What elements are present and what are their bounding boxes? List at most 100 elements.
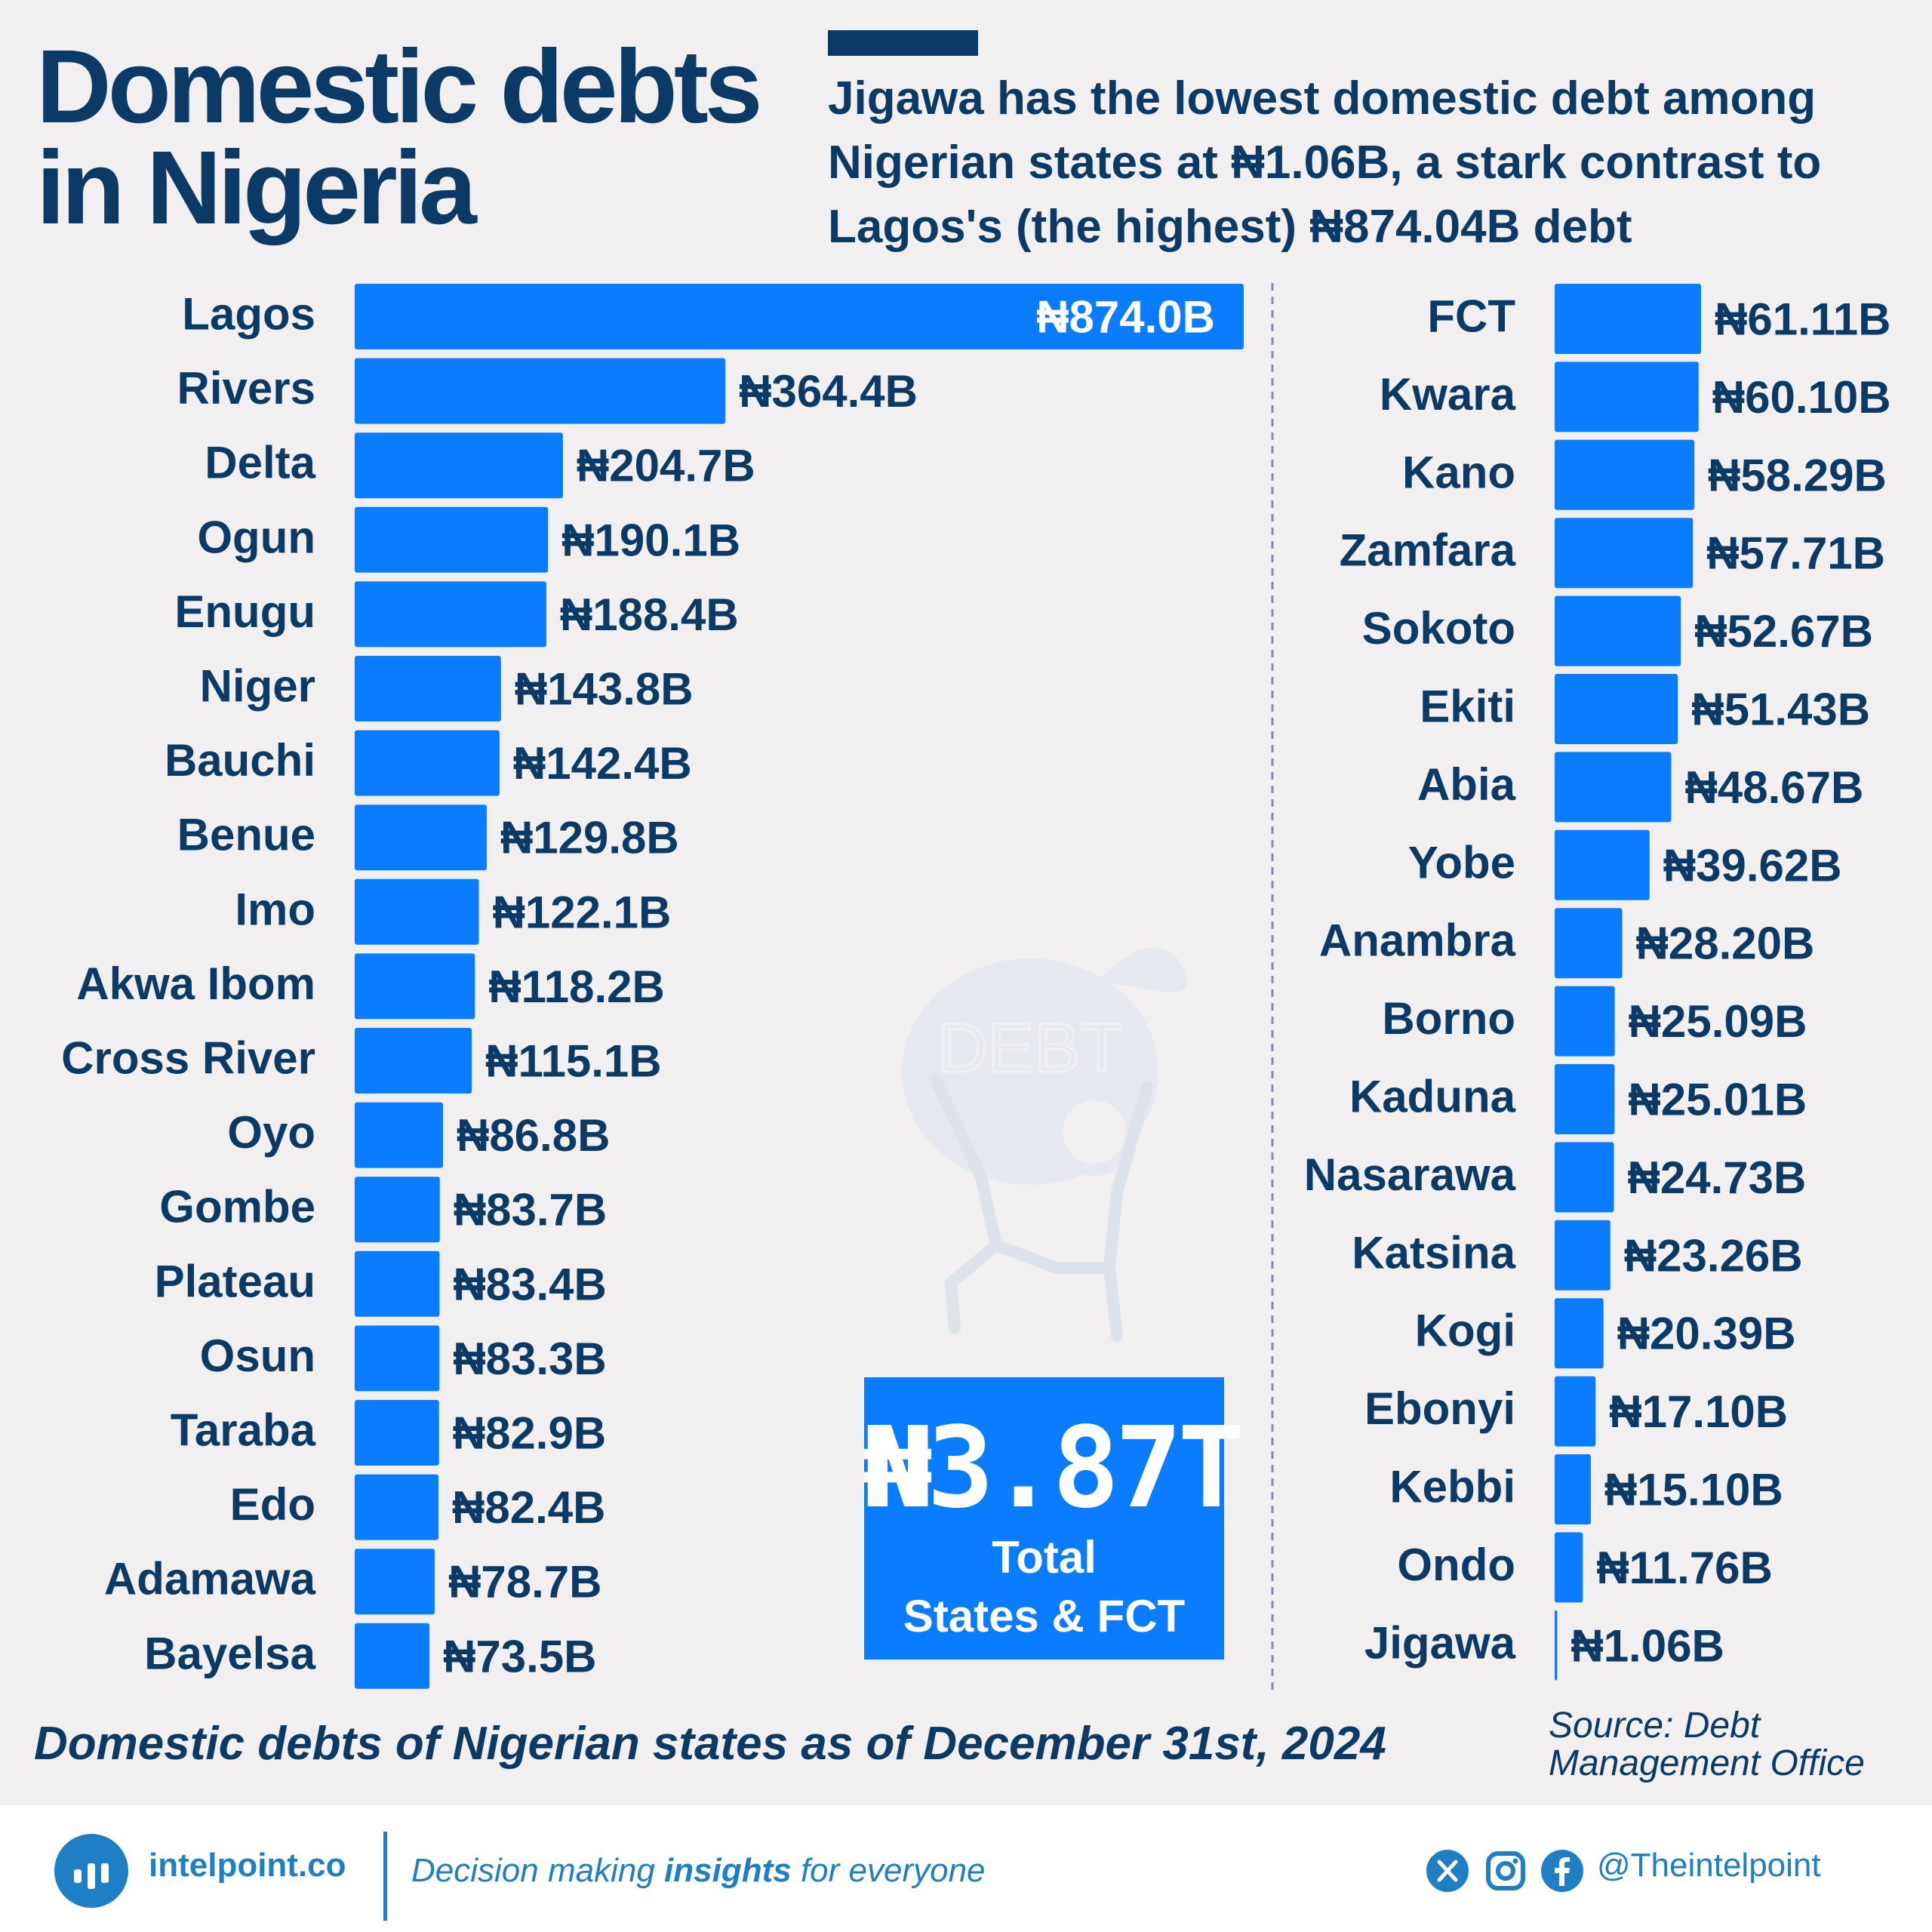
right-bar bbox=[1555, 595, 1681, 666]
left-bar bbox=[355, 1400, 439, 1466]
left-panel-bars: Lagos ₦874.0B Rivers ₦364.4B Delta ₦204.7B Ogu… bbox=[61, 284, 1244, 1689]
right-bar bbox=[1555, 1376, 1596, 1447]
instagram-icon[interactable] bbox=[1483, 1848, 1528, 1894]
left-value-label: ₦73.5B bbox=[443, 1631, 596, 1681]
right-value-label: ₦24.73B bbox=[1628, 1152, 1807, 1203]
left-bar bbox=[355, 730, 500, 796]
title-line-1: Domestic debts bbox=[36, 29, 763, 145]
right-bar bbox=[1555, 1064, 1615, 1134]
right-category-label: FCT bbox=[1427, 291, 1515, 342]
right-bar bbox=[1555, 1298, 1604, 1369]
footer: intelpoint.co Decision making insights f… bbox=[0, 1805, 1932, 1932]
right-bar bbox=[1555, 674, 1678, 744]
facebook-icon[interactable] bbox=[1540, 1848, 1585, 1894]
right-value-label: ₦25.09B bbox=[1629, 996, 1807, 1047]
total-label-line-2: States & FCT bbox=[903, 1591, 1186, 1641]
accent-bar bbox=[828, 30, 978, 56]
right-bar bbox=[1555, 1142, 1614, 1213]
left-value-label: ₦83.7B bbox=[454, 1185, 607, 1235]
right-value-label: ₦17.10B bbox=[1609, 1386, 1788, 1437]
left-value-label: ₦188.4B bbox=[560, 589, 739, 640]
left-value-label: ₦143.8B bbox=[515, 664, 694, 715]
left-category-label: Akwa Ibom bbox=[76, 958, 315, 1009]
source-line-1: Source: Debt bbox=[1549, 1706, 1761, 1746]
right-category-label: Ebonyi bbox=[1364, 1383, 1515, 1434]
right-bar bbox=[1555, 284, 1701, 354]
left-category-label: Plateau bbox=[155, 1256, 315, 1306]
tagline-start: Decision making bbox=[411, 1852, 665, 1889]
right-category-label: Kogi bbox=[1415, 1306, 1515, 1356]
right-category-label: Zamfara bbox=[1340, 525, 1516, 576]
right-value-label: ₦51.43B bbox=[1691, 685, 1870, 735]
right-value-label: ₦1.06B bbox=[1571, 1620, 1724, 1671]
bar-chart: DEBT Lagos ₦874.0B Rivers ₦364.4B Delta ₦204.… bbox=[61, 283, 1891, 1694]
left-value-label: ₦83.3B bbox=[453, 1334, 606, 1384]
right-category-label: Jigawa bbox=[1364, 1617, 1516, 1668]
right-category-label: Kaduna bbox=[1349, 1072, 1516, 1122]
right-category-label: Abia bbox=[1417, 759, 1516, 810]
left-category-label: Oyo bbox=[227, 1107, 315, 1158]
source-line-2: Management Office bbox=[1549, 1743, 1865, 1783]
right-value-label: ₦61.11B bbox=[1715, 294, 1891, 345]
subtitle-line-2: Nigerian states at ₦1.06B, a stark contr… bbox=[828, 137, 1822, 189]
left-value-label: ₦82.4B bbox=[452, 1482, 605, 1533]
total-value: ₦3.87T bbox=[864, 1403, 1245, 1533]
right-category-label: Yobe bbox=[1408, 837, 1515, 888]
subtitle-line-1: Jigawa has the lowest domestic debt amon… bbox=[828, 72, 1817, 125]
right-bar bbox=[1555, 361, 1699, 432]
social-handle[interactable]: @Theintelpoint bbox=[1597, 1847, 1821, 1884]
left-bar bbox=[355, 1102, 443, 1168]
left-category-label: Bauchi bbox=[165, 735, 315, 786]
right-category-label: Kebbi bbox=[1389, 1462, 1515, 1512]
left-category-label: Delta bbox=[205, 438, 315, 488]
right-bar bbox=[1555, 829, 1650, 900]
right-bar bbox=[1555, 1454, 1591, 1524]
left-category-label: Taraba bbox=[171, 1405, 316, 1456]
brand-link[interactable]: intelpoint.co bbox=[149, 1847, 346, 1884]
x-icon[interactable] bbox=[1425, 1848, 1470, 1894]
left-value-label: ₦129.8B bbox=[500, 813, 679, 863]
left-category-label: Cross River bbox=[61, 1033, 315, 1084]
left-bar bbox=[355, 878, 479, 945]
tagline: Decision making insights for everyone bbox=[411, 1852, 986, 1890]
left-category-label: Osun bbox=[200, 1331, 315, 1381]
left-bar bbox=[355, 1251, 440, 1317]
right-bar bbox=[1555, 1220, 1611, 1291]
left-value-label: ₦204.7B bbox=[577, 441, 755, 491]
right-value-label: ₦23.26B bbox=[1624, 1230, 1803, 1281]
debt-watermark: DEBT bbox=[902, 947, 1188, 1342]
total-label: Total States & FCT bbox=[864, 1528, 1224, 1646]
right-value-label: ₦15.10B bbox=[1604, 1465, 1783, 1515]
left-value-label: ₦364.4B bbox=[739, 366, 918, 417]
left-value-label: ₦190.1B bbox=[561, 515, 740, 565]
right-category-label: Kano bbox=[1402, 447, 1515, 497]
right-category-label: Katsina bbox=[1352, 1227, 1515, 1278]
tagline-bold: insights bbox=[664, 1852, 792, 1889]
left-bar bbox=[355, 358, 726, 424]
right-value-label: ₦25.01B bbox=[1628, 1075, 1807, 1125]
left-value-label: ₦122.1B bbox=[493, 887, 672, 937]
tagline-end: for everyone bbox=[791, 1852, 986, 1889]
title-line-2: in Nigeria bbox=[36, 130, 477, 246]
left-category-label: Bayelsa bbox=[144, 1628, 315, 1678]
left-category-label: Adamawa bbox=[104, 1554, 316, 1604]
right-category-label: Nasarawa bbox=[1304, 1149, 1516, 1200]
left-bar bbox=[355, 804, 487, 871]
left-bar bbox=[355, 1549, 435, 1615]
total-label-line-1: Total bbox=[992, 1532, 1097, 1583]
right-category-label: Ondo bbox=[1397, 1540, 1515, 1590]
right-value-label: ₦39.62B bbox=[1663, 840, 1842, 891]
left-category-label: Ogun bbox=[197, 512, 315, 562]
right-bar bbox=[1555, 752, 1672, 823]
right-bar bbox=[1555, 908, 1623, 979]
right-value-label: ₦11.76B bbox=[1596, 1543, 1773, 1593]
chart-caption: Domestic debts of Nigerian states as of … bbox=[34, 1718, 1386, 1770]
source-note: Source: Debt Management Office bbox=[1549, 1707, 1911, 1783]
intelpoint-logo-icon[interactable] bbox=[54, 1834, 128, 1908]
right-value-label: ₦20.39B bbox=[1617, 1309, 1796, 1359]
left-value-label: ₦115.1B bbox=[485, 1036, 662, 1087]
right-category-label: Sokoto bbox=[1362, 603, 1515, 654]
left-category-label: Gombe bbox=[159, 1182, 315, 1232]
left-bar bbox=[355, 1474, 439, 1540]
right-value-label: ₦28.20B bbox=[1636, 918, 1815, 969]
